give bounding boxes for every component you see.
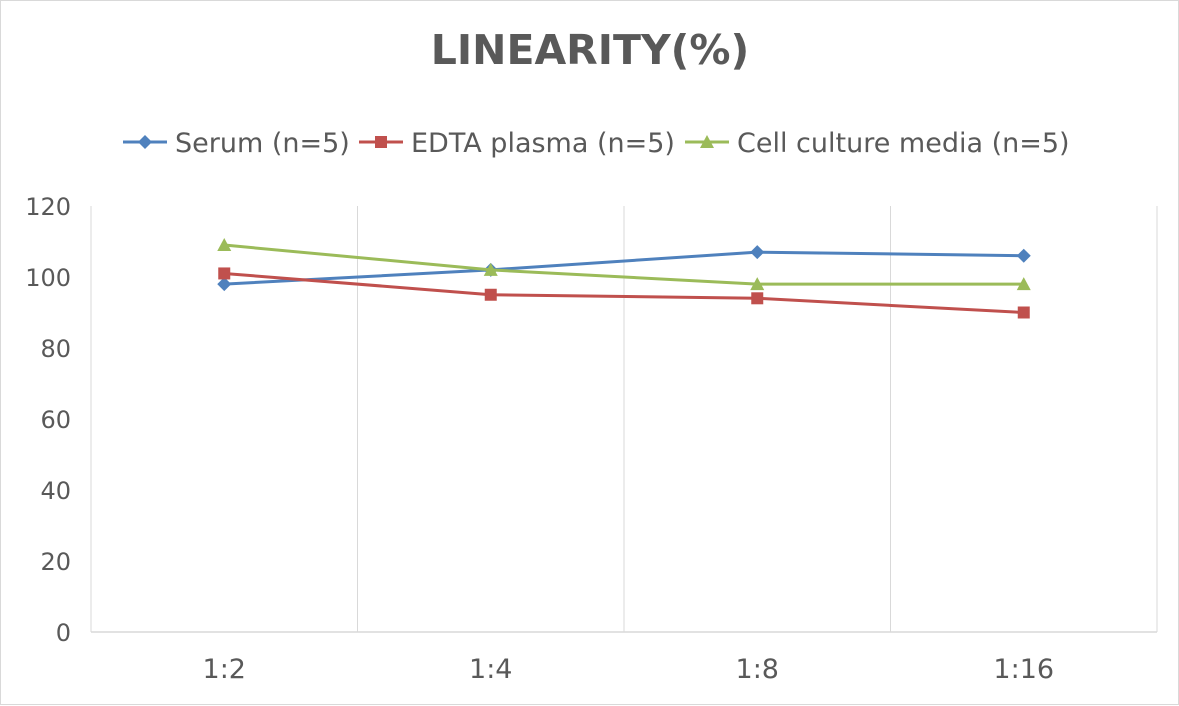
data-point bbox=[217, 238, 232, 252]
y-tick-label: 100 bbox=[25, 264, 71, 292]
legend-marker bbox=[138, 135, 152, 149]
y-tick-label: 80 bbox=[40, 335, 71, 363]
legend: Serum (n=5) EDTA plasma (n=5) Cell culture… bbox=[123, 128, 1070, 159]
legend-label: EDTA plasma (n=5) bbox=[411, 128, 675, 159]
x-tick-label: 1:4 bbox=[469, 654, 512, 685]
data-point bbox=[1016, 277, 1031, 291]
data-point bbox=[750, 245, 765, 260]
series-square bbox=[218, 267, 1030, 319]
x-axis-ticks: 1:2 1:4 1:8 1:16 bbox=[203, 654, 1055, 685]
legend-marker bbox=[375, 136, 387, 148]
data-point bbox=[750, 277, 765, 291]
x-tick-label: 1:8 bbox=[736, 654, 779, 685]
series-line bbox=[224, 250, 1024, 286]
x-tick-label: 1:2 bbox=[203, 654, 246, 685]
series-group bbox=[217, 238, 1031, 319]
legend-item: EDTA plasma (n=5) bbox=[359, 128, 675, 159]
legend-marker bbox=[700, 135, 714, 148]
data-point bbox=[1016, 248, 1031, 263]
gridlines bbox=[90, 206, 1158, 632]
series-triangle bbox=[217, 238, 1031, 291]
legend-item: Serum (n=5) bbox=[123, 128, 350, 159]
x-tick-label: 1:16 bbox=[993, 654, 1054, 685]
legend-label: Serum (n=5) bbox=[175, 128, 350, 159]
y-tick-label: 60 bbox=[40, 406, 71, 434]
y-tick-label: 20 bbox=[40, 548, 71, 576]
legend-item: Cell culture media (n=5) bbox=[685, 128, 1070, 159]
data-point bbox=[217, 277, 232, 292]
data-point bbox=[484, 288, 497, 301]
data-point bbox=[1017, 306, 1030, 319]
y-tick-label: 40 bbox=[40, 477, 71, 505]
y-tick-label: 120 bbox=[25, 193, 71, 221]
data-point bbox=[218, 267, 231, 280]
data-point bbox=[751, 292, 764, 305]
series-line bbox=[224, 243, 1024, 286]
chart-title: LINEARITY(%) bbox=[431, 26, 749, 74]
y-tick-label: 0 bbox=[56, 619, 71, 647]
legend-label: Cell culture media (n=5) bbox=[737, 128, 1070, 159]
y-axis-ticks: 0 20 40 60 80 100 120 bbox=[25, 193, 71, 647]
data-point bbox=[483, 262, 498, 276]
series-line bbox=[224, 271, 1024, 314]
